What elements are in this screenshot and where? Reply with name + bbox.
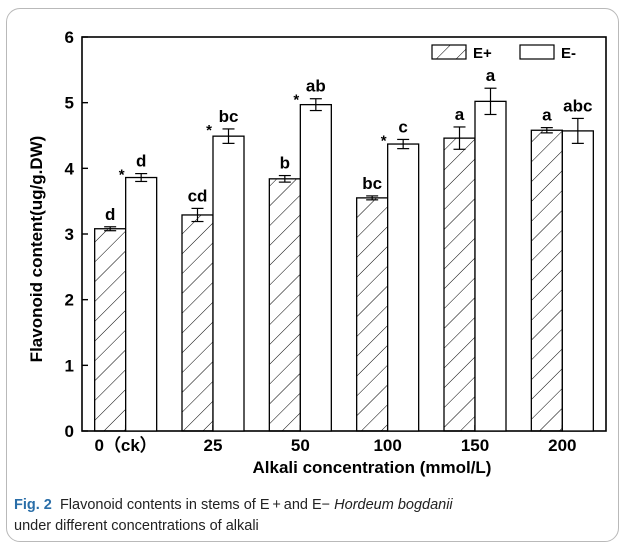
significance-letter: a bbox=[486, 66, 496, 85]
caption-line2: under different concentrations of alkali bbox=[14, 518, 259, 534]
x-tick-label: 50 bbox=[291, 436, 310, 455]
significance-letter: a bbox=[542, 106, 552, 125]
significance-asterisk: * bbox=[381, 132, 387, 149]
plot-frame bbox=[81, 36, 607, 432]
y-tick-label: 2 bbox=[65, 291, 74, 310]
x-tick-label: 150 bbox=[461, 436, 489, 455]
y-tick-label: 0 bbox=[65, 422, 74, 441]
legend-swatch bbox=[431, 44, 467, 60]
significance-letter: d bbox=[136, 152, 146, 171]
figure-caption: Fig. 2 Flavonoid contents in stems of E … bbox=[14, 495, 614, 537]
x-axis-label: Alkali concentration (mmol/L) bbox=[253, 458, 492, 477]
y-tick-label: 4 bbox=[65, 159, 75, 178]
legend-swatch bbox=[519, 44, 555, 60]
y-tick-label: 6 bbox=[65, 28, 74, 47]
bar-e-minus bbox=[474, 100, 507, 432]
bar-e-plus bbox=[443, 137, 476, 432]
chart-legend: E+ E- bbox=[431, 44, 576, 62]
y-tick-label: 5 bbox=[65, 94, 74, 113]
chart-axes: 0 1 2 3 4 5 6 0（ck） 25 50 100 150 200 bbox=[65, 28, 607, 455]
significance-letter: bc bbox=[362, 174, 382, 193]
y-tick-label: 3 bbox=[65, 225, 74, 244]
y-axis-label: Flavonoid content(ug/g.DW) bbox=[27, 136, 46, 363]
significance-letter: d bbox=[105, 205, 115, 224]
caption-species: Hordeum bogdanii bbox=[334, 497, 453, 513]
bar-e-plus bbox=[94, 228, 127, 432]
bar-e-minus bbox=[125, 176, 158, 432]
caption-label: Fig. 2 bbox=[14, 497, 52, 513]
bar-e-minus bbox=[387, 143, 420, 432]
bar-e-plus bbox=[530, 129, 563, 432]
legend-label: E- bbox=[561, 45, 576, 62]
legend-label: E+ bbox=[473, 45, 492, 62]
significance-letter: bc bbox=[219, 107, 239, 126]
significance-asterisk: * bbox=[293, 92, 299, 109]
x-tick-label: 0（ck） bbox=[94, 435, 156, 455]
significance-letter: c bbox=[398, 117, 407, 136]
bar-e-minus bbox=[561, 130, 594, 432]
significance-letter: b bbox=[280, 154, 290, 173]
x-tick-label: 100 bbox=[373, 436, 401, 455]
bar-e-plus bbox=[181, 214, 214, 432]
significance-asterisk: * bbox=[119, 167, 125, 184]
significance-asterisk: * bbox=[206, 122, 212, 139]
x-tick-label: 200 bbox=[548, 436, 576, 455]
significance-letter: cd bbox=[188, 186, 208, 205]
chart-bars bbox=[94, 87, 594, 432]
x-tick-label: 25 bbox=[204, 436, 223, 455]
bar-e-minus bbox=[212, 135, 245, 432]
significance-letter: a bbox=[455, 105, 465, 124]
bar-e-minus bbox=[299, 103, 332, 432]
significance-letter: abc bbox=[563, 96, 592, 115]
caption-text: Flavonoid contents in stems of E + and E… bbox=[59, 497, 335, 513]
y-tick-label: 1 bbox=[65, 356, 74, 375]
bar-chart: 0 1 2 3 4 5 6 0（ck） 25 50 100 150 200 d d * cd bc * b ab * bc… bbox=[27, 28, 607, 477]
bar-e-plus bbox=[356, 197, 389, 432]
significance-letter: ab bbox=[306, 77, 326, 96]
bar-e-plus bbox=[268, 178, 301, 432]
